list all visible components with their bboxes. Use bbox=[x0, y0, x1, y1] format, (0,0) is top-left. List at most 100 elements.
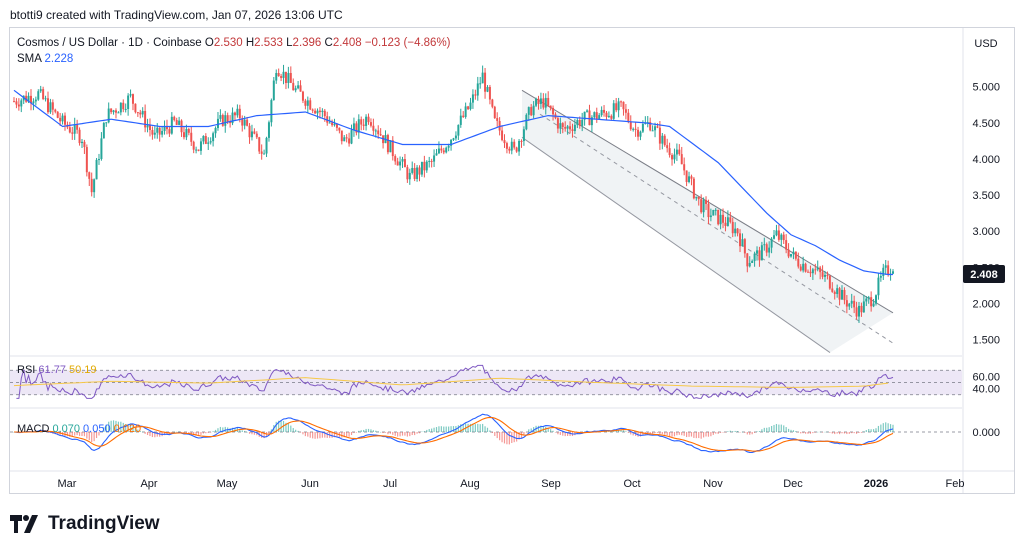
macd-hist-bar bbox=[746, 432, 748, 435]
macd-hist-bar bbox=[445, 426, 447, 432]
candle-body bbox=[719, 214, 722, 225]
candle-body bbox=[542, 98, 545, 108]
candle-body bbox=[260, 151, 263, 154]
candle-body bbox=[309, 100, 312, 110]
macd-hist-bar bbox=[239, 428, 241, 432]
candle-body bbox=[134, 103, 137, 113]
candle-body bbox=[462, 115, 465, 117]
candle-body bbox=[59, 117, 62, 122]
candle-body bbox=[775, 230, 778, 236]
macd-hist-bar bbox=[452, 426, 455, 432]
macd-hist-bar bbox=[197, 432, 200, 436]
candle-body bbox=[97, 159, 100, 161]
candle-body bbox=[241, 118, 244, 126]
macd-hist-bar bbox=[533, 427, 535, 432]
candle-body bbox=[355, 123, 358, 133]
macd-hist-bar bbox=[508, 432, 510, 445]
candle-body bbox=[229, 121, 232, 124]
rsi-value: 61.77 bbox=[38, 364, 66, 376]
macd-hist-bar bbox=[71, 432, 73, 437]
macd-hist-bar bbox=[766, 427, 768, 432]
time-tick-label: Mar bbox=[58, 478, 77, 490]
macd-hist-bar bbox=[768, 427, 770, 432]
macd-hist-bar bbox=[423, 431, 425, 432]
ohlc-low: 2.396 bbox=[292, 37, 322, 49]
ohlc-open: 2.530 bbox=[213, 37, 243, 49]
candle-body bbox=[688, 176, 691, 182]
rsi-label[interactable]: RSI bbox=[17, 364, 36, 376]
candle-body bbox=[178, 120, 181, 125]
candle-body bbox=[867, 297, 870, 299]
macd-hist-bar bbox=[753, 432, 756, 433]
candle-body bbox=[702, 200, 705, 213]
tradingview-logo[interactable]: TradingView bbox=[10, 513, 160, 535]
candle-body bbox=[578, 119, 581, 126]
candle-body bbox=[345, 137, 348, 139]
candle-body bbox=[442, 150, 445, 153]
macd-hist-bar bbox=[285, 422, 287, 432]
candle-body bbox=[768, 247, 771, 253]
candle-body bbox=[753, 253, 756, 261]
candle-body bbox=[452, 138, 455, 140]
candle-body bbox=[396, 161, 399, 166]
candle-body bbox=[190, 132, 193, 142]
candle-body bbox=[207, 142, 210, 144]
macd-hist-bar bbox=[132, 425, 134, 432]
candle-body bbox=[537, 98, 540, 104]
candle-body bbox=[741, 239, 744, 247]
candle-body bbox=[556, 118, 559, 129]
macd-hist-bar bbox=[382, 432, 384, 434]
macd-hist-bar bbox=[76, 432, 78, 436]
candle-body bbox=[683, 164, 686, 171]
macd-hist-bar bbox=[416, 432, 418, 434]
macd-hist-bar bbox=[103, 427, 105, 432]
macd-hist-bar bbox=[394, 432, 396, 436]
candle-body bbox=[306, 100, 309, 106]
sma-label[interactable]: SMA bbox=[17, 53, 42, 65]
macd-hist-bar bbox=[540, 425, 542, 432]
candle-body bbox=[338, 127, 341, 131]
macd-hist-bar bbox=[137, 429, 139, 432]
macd-hist-bar bbox=[736, 431, 739, 432]
macd-hist-bar bbox=[642, 432, 644, 436]
macd-hist-bar bbox=[516, 432, 518, 442]
candle-body bbox=[637, 129, 640, 137]
macd-hist-bar bbox=[479, 424, 481, 432]
macd-signal-line bbox=[14, 416, 894, 452]
macd-label[interactable]: MACD bbox=[17, 423, 50, 435]
chart-credit: btotti9 created with TradingView.com, Ja… bbox=[10, 8, 343, 22]
candle-body bbox=[173, 116, 176, 121]
macd-hist-bar bbox=[183, 432, 185, 434]
candle-body bbox=[627, 112, 630, 122]
macd-hist-bar bbox=[134, 427, 137, 432]
candle-body bbox=[731, 221, 734, 234]
candle-body bbox=[620, 101, 623, 103]
macd-hist-bar bbox=[375, 430, 377, 432]
candle-body bbox=[641, 123, 644, 132]
macd-hist-bar bbox=[346, 432, 348, 437]
macd-hist-bar bbox=[792, 430, 795, 432]
macd-hist-bar bbox=[309, 432, 311, 438]
candle-body bbox=[416, 167, 419, 179]
macd-hist-bar bbox=[809, 432, 812, 434]
candle-body bbox=[617, 101, 620, 111]
macd-hist-bar bbox=[324, 432, 326, 438]
candle-body bbox=[892, 271, 894, 274]
macd-hist-bar bbox=[185, 432, 188, 433]
candle-body bbox=[469, 102, 472, 110]
candle-body bbox=[226, 115, 229, 122]
candle-body bbox=[304, 100, 307, 106]
macd-hist-bar bbox=[389, 432, 391, 434]
macd-hist-bar bbox=[460, 424, 462, 432]
macd-hist-bar bbox=[69, 432, 71, 437]
macd-hist-bar bbox=[812, 432, 814, 434]
symbol-title[interactable]: Cosmos / US Dollar · 1D · Coinbase bbox=[17, 37, 202, 49]
candle-body bbox=[209, 141, 212, 143]
candle-body bbox=[758, 250, 761, 261]
macd-hist-bar bbox=[57, 432, 59, 436]
candle-body bbox=[321, 110, 324, 113]
macd-hist-bar bbox=[804, 432, 807, 434]
macd-hist-bar bbox=[212, 431, 214, 432]
macd-hist-bar bbox=[557, 432, 559, 435]
